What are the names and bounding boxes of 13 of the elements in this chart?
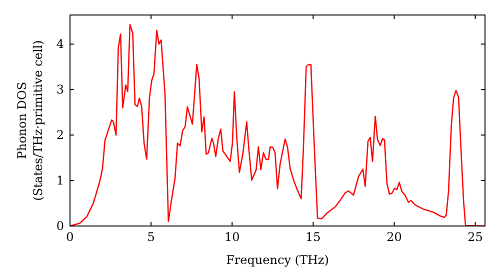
y-tick-label: 0	[56, 219, 64, 233]
y-axis-title: Phonon DOS (States/THz·primitive cell)	[15, 40, 45, 201]
y-tick-label: 2	[56, 128, 64, 142]
x-tick-label: 0	[66, 230, 74, 244]
x-tick-label: 15	[306, 230, 321, 244]
x-tick-label: 20	[386, 230, 402, 244]
y-tick-label: 3	[56, 82, 64, 97]
x-tick-label: 10	[224, 230, 240, 244]
y-tick-label: 1	[56, 174, 64, 188]
y-tick-label: 4	[56, 37, 64, 52]
x-axis-title: Frequency (THz)	[226, 253, 329, 267]
x-tick-label: 5	[147, 230, 155, 244]
x-tick-label: 25	[468, 230, 483, 244]
